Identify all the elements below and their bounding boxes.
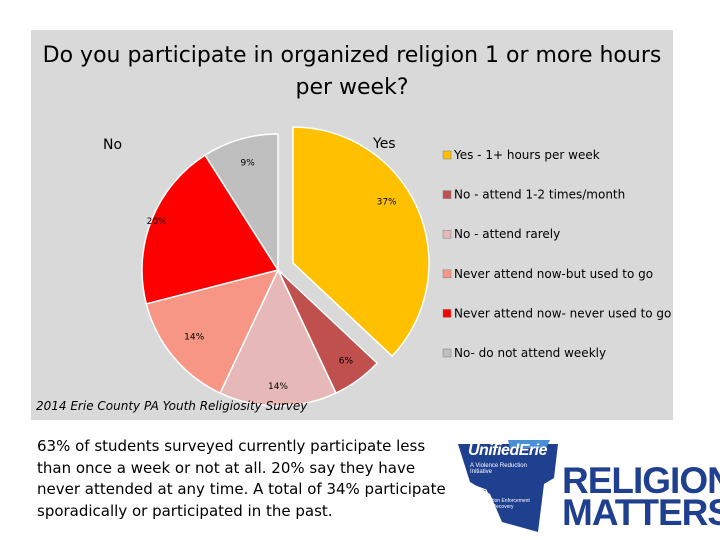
pie-slice-3 xyxy=(145,268,280,395)
logo-religion-text: RELIGION xyxy=(562,460,720,501)
chart-panel: Do you participate in organized religion… xyxy=(31,30,673,420)
slice-label-3: 14% xyxy=(184,332,204,342)
logo-badge-text: Prevention Enforcement Recovery xyxy=(476,498,530,510)
pie-slice-5 xyxy=(204,133,279,273)
legend-label-2: No - attend rarely xyxy=(454,227,560,241)
logo-unified-text: UnifiedErie xyxy=(468,442,547,459)
legend-swatch-0 xyxy=(442,150,452,160)
legend-label-3: Never attend now-but used to go xyxy=(454,267,653,281)
group-label-no: No xyxy=(103,137,122,153)
legend-swatch-4 xyxy=(442,309,452,318)
group-label-yes: Yes xyxy=(372,136,396,152)
slice-label-1: 6% xyxy=(339,357,354,367)
legend-label-4: Never attend now- never used to go xyxy=(454,306,671,320)
pie-slice-2 xyxy=(219,268,337,407)
legend-swatch-1 xyxy=(442,190,452,199)
slice-label-0: 37% xyxy=(377,197,397,207)
chart-title: Do you participate in organized religion… xyxy=(42,43,662,100)
legend-label-0: Yes - 1+ hours per week xyxy=(453,148,600,162)
logo-tagline: A Violence Reduction Initiative xyxy=(470,463,527,475)
legend-swatch-2 xyxy=(442,229,452,239)
pie-slice-0 xyxy=(292,126,430,358)
legend-swatch-5 xyxy=(442,348,452,358)
chart-source: 2014 Erie County PA Youth Religiosity Su… xyxy=(36,399,308,413)
slice-label-4: 20% xyxy=(147,217,167,227)
logo-shape xyxy=(458,440,558,532)
unified-erie-logo: UnifiedErie A Violence Reduction Initiat… xyxy=(450,438,720,534)
summary-text: 63% of students surveyed currently parti… xyxy=(37,437,446,520)
slice-label-5: 9% xyxy=(241,159,256,169)
legend-swatch-3 xyxy=(442,269,452,279)
logo-matters-text: MATTERS. xyxy=(562,492,720,533)
slice-label-2: 14% xyxy=(268,382,288,392)
legend-label-1: No - attend 1-2 times/month xyxy=(454,188,625,202)
pie-slice-4 xyxy=(141,154,280,305)
pie-chart: 37% 6% 14% 14% 20% 9% Yes - 1+ hours per week… xyxy=(103,126,671,407)
legend-label-5: No- do not attend weekly xyxy=(454,346,606,360)
